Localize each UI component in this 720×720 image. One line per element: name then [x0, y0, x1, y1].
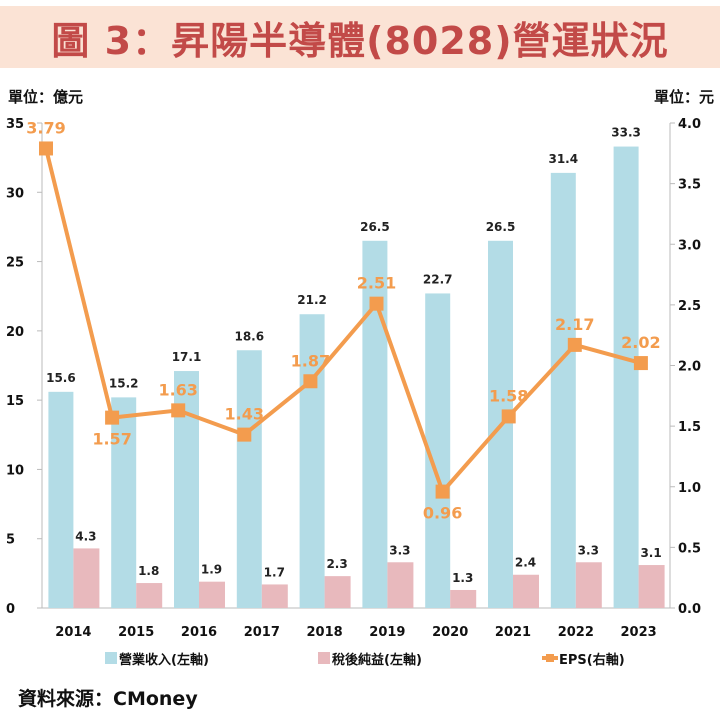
- eps-data-label: 1.43: [225, 405, 264, 424]
- left-tick-label: 10: [6, 463, 24, 478]
- right-tick-label: 3.0: [678, 238, 701, 253]
- right-tick-label: 0.0: [678, 602, 701, 617]
- net-income-bar: [513, 574, 539, 608]
- legend-label: EPS(右軸): [559, 652, 625, 668]
- net-income-bar: [73, 548, 100, 608]
- eps-data-label: 1.63: [158, 380, 197, 399]
- net-income-data-label: 1.9: [201, 563, 222, 577]
- left-tick-label: 30: [6, 186, 24, 201]
- eps-data-label: 1.87: [291, 351, 330, 370]
- left-tick-label: 5: [6, 533, 15, 548]
- right-tick-label: 3.5: [678, 178, 701, 193]
- eps-marker: [39, 141, 53, 156]
- net-income-bar: [575, 562, 602, 608]
- legend-swatch: [318, 652, 330, 664]
- eps-marker: [633, 356, 648, 371]
- x-tick-label: 2017: [244, 625, 280, 640]
- left-unit-label: 單位：億元: [8, 88, 84, 106]
- revenue-data-label: 22.7: [423, 272, 453, 286]
- revenue-data-label: 26.5: [360, 220, 390, 234]
- legend-swatch: [105, 652, 117, 664]
- net-income-bar: [261, 584, 288, 608]
- net-income-data-label: 4.3: [75, 529, 96, 543]
- net-income-data-label: 3.3: [389, 543, 410, 557]
- chart-title: 圖 3：昇陽半導體(8028)營運狀況: [51, 18, 669, 63]
- net-income-bar: [450, 589, 477, 608]
- eps-line: [44, 147, 642, 496]
- net-income-data-label: 2.3: [326, 557, 347, 571]
- net-income-data-label: 2.4: [515, 556, 536, 570]
- revenue-bar: [362, 240, 388, 609]
- eps-data-label: 2.51: [357, 274, 396, 293]
- revenue-data-label: 17.1: [172, 350, 202, 364]
- net-income-bar: [387, 562, 414, 608]
- net-income-bar: [638, 565, 665, 608]
- eps-marker: [501, 409, 516, 424]
- eps-data-label: 0.96: [423, 504, 462, 523]
- eps-data-label: 2.17: [555, 315, 594, 334]
- eps-data-label: 2.02: [621, 333, 660, 352]
- x-tick-label: 2015: [118, 625, 154, 640]
- eps-marker: [567, 337, 582, 352]
- left-tick-label: 35: [6, 117, 24, 132]
- eps-data-label: 1.57: [92, 430, 131, 449]
- revenue-data-label: 15.6: [46, 371, 76, 385]
- legend-swatch-marker: [546, 654, 554, 662]
- net-income-data-label: 1.8: [138, 564, 159, 578]
- title-banner: 圖 3：昇陽半導體(8028)營運狀況: [0, 6, 720, 68]
- revenue-data-label: 33.3: [611, 126, 641, 140]
- right-tick-label: 4.0: [678, 117, 701, 132]
- x-tick-label: 2023: [621, 625, 657, 640]
- revenue-bar: [111, 397, 137, 608]
- revenue-bar: [236, 350, 262, 608]
- eps-data-label: 1.58: [489, 386, 528, 405]
- x-tick-label: 2019: [369, 625, 405, 640]
- right-tick-label: 1.0: [678, 481, 701, 496]
- right-tick-label: 2.0: [678, 360, 701, 375]
- right-unit-label: 單位：元: [653, 88, 714, 106]
- right-tick-label: 1.5: [678, 420, 701, 435]
- left-tick-label: 0: [6, 602, 15, 617]
- right-tick-label: 2.5: [678, 299, 701, 314]
- left-tick-label: 25: [6, 256, 24, 271]
- eps-marker: [237, 427, 252, 442]
- legend-label: 營業收入(左軸): [119, 652, 209, 668]
- eps-marker: [435, 484, 450, 499]
- revenue-data-label: 26.5: [486, 220, 516, 234]
- x-tick-label: 2021: [495, 625, 531, 640]
- legend-label: 稅後純益(左軸): [332, 652, 422, 668]
- x-tick-label: 2016: [181, 625, 217, 640]
- revenue-data-label: 21.2: [297, 293, 327, 307]
- revenue-data-label: 31.4: [548, 152, 578, 166]
- net-income-data-label: 3.1: [640, 546, 661, 560]
- revenue-data-label: 15.2: [109, 376, 139, 390]
- net-income-bar: [199, 581, 225, 608]
- net-income-data-label: 1.7: [264, 565, 285, 579]
- revenue-bar: [48, 391, 74, 608]
- eps-marker: [303, 374, 318, 389]
- eps-marker: [105, 410, 120, 425]
- eps-marker: [171, 403, 186, 418]
- revenue-bar: [613, 146, 639, 609]
- right-tick-label: 0.5: [678, 541, 701, 556]
- revenue-bar: [550, 172, 576, 608]
- x-tick-label: 2020: [432, 625, 468, 640]
- net-income-data-label: 1.3: [452, 571, 473, 585]
- x-tick-label: 2018: [307, 625, 343, 640]
- eps-data-label: 3.79: [26, 118, 65, 137]
- net-income-bar: [136, 583, 163, 608]
- left-tick-label: 15: [6, 394, 24, 409]
- eps-marker: [369, 296, 384, 311]
- net-income-data-label: 3.3: [578, 543, 599, 557]
- net-income-bar: [324, 576, 351, 608]
- x-tick-label: 2014: [55, 625, 91, 640]
- left-tick-label: 20: [6, 325, 24, 340]
- revenue-data-label: 18.6: [234, 329, 264, 343]
- source-note: 資料來源：CMoney: [18, 688, 198, 710]
- revenue-bar: [299, 314, 325, 608]
- x-tick-label: 2022: [558, 625, 594, 640]
